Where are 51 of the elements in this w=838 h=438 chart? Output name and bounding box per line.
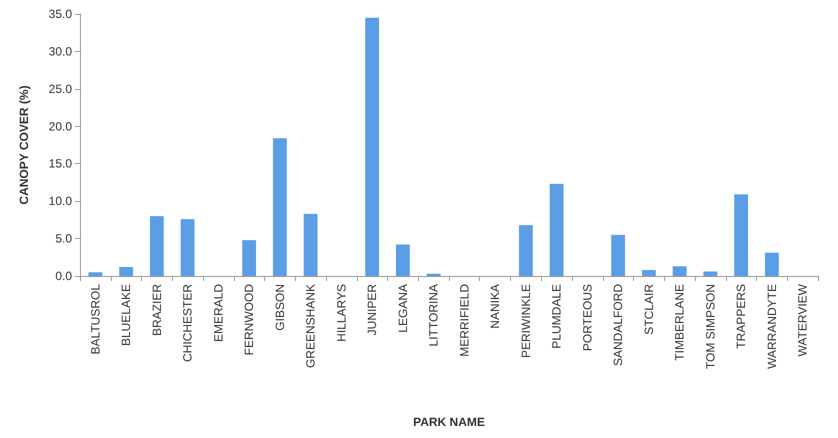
y-tick-label: 30.0 — [48, 44, 72, 58]
x-tick-label: EMERALD — [211, 284, 226, 342]
x-tick-label: JUNIPER — [365, 284, 380, 336]
bar — [304, 214, 318, 276]
x-tick-label: MERRIFIELD — [457, 284, 472, 357]
bar — [119, 267, 134, 276]
bar — [272, 138, 287, 276]
y-tick-label: 0.0 — [55, 269, 72, 283]
bar — [180, 219, 195, 276]
bar — [642, 270, 656, 276]
bar — [734, 194, 748, 276]
x-tick-label: TOM SIMPSON — [703, 284, 718, 370]
x-tick-label: PORTEOUS — [580, 284, 594, 352]
y-tick-label: 25.0 — [48, 82, 72, 96]
y-tick-label: 15.0 — [48, 156, 72, 171]
x-tick-label: PERIWINKLE — [518, 284, 533, 358]
bar — [88, 272, 102, 276]
x-tick-label: SANDALFORD — [611, 284, 626, 366]
bar — [518, 225, 533, 276]
x-tick-label: WARRANDYTE — [764, 284, 779, 369]
x-tick-label: GREENSHANK — [304, 284, 318, 368]
x-axis-title: PARK NAME — [413, 415, 485, 429]
x-tick-label: HILLARYS — [334, 284, 348, 342]
y-tick-label: 10.0 — [48, 194, 72, 208]
bar — [242, 240, 256, 276]
x-tick-label: LEGANA — [396, 284, 410, 333]
y-tick-label: 35.0 — [48, 7, 72, 21]
y-axis-title: CANOPY COVER (%) — [17, 85, 31, 205]
bar — [150, 216, 164, 276]
bar — [764, 252, 779, 276]
bar — [703, 272, 718, 276]
x-tick-label: STCLAIR — [642, 284, 656, 335]
bar — [550, 184, 564, 276]
x-tick-label: NANIKA — [488, 284, 502, 329]
x-tick-label: GIBSON — [272, 284, 287, 331]
x-tick-label: CHICHESTER — [180, 284, 195, 362]
bar — [396, 244, 410, 276]
y-tick-label: 5.0 — [55, 232, 72, 246]
bar — [672, 266, 687, 276]
x-tick-label: WATERVIEW — [796, 283, 810, 356]
x-tick-label: BRAZIER — [150, 284, 164, 336]
x-tick-label: FERNWOOD — [242, 284, 256, 356]
y-tick-label: 20.0 — [48, 119, 72, 134]
x-tick-label: BLUELAKE — [119, 284, 134, 346]
x-tick-label: TRAPPERS — [734, 284, 748, 349]
x-tick-label: BALTUSROL — [88, 284, 102, 354]
x-tick-label: PLUMDALE — [550, 284, 564, 349]
x-tick-label: LITTORINA — [426, 284, 441, 346]
x-tick-label: TIMBERLANE — [672, 284, 687, 361]
bar — [365, 18, 380, 276]
bar — [611, 234, 626, 276]
